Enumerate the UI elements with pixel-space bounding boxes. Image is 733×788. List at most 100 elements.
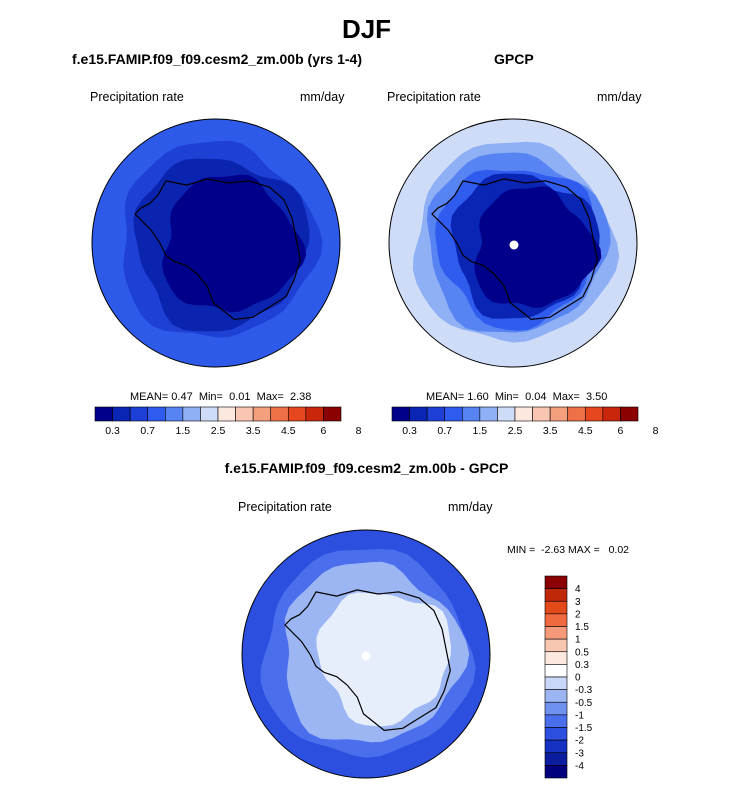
colorbar-swatch xyxy=(544,765,568,779)
colorbar-swatch xyxy=(544,714,568,728)
colorbar-swatch xyxy=(391,406,410,422)
model-stats: MEAN= 0.47 Min= 0.01 Max= 2.38 xyxy=(130,391,312,403)
colorbar-tick-label: 0.3 xyxy=(402,425,417,437)
obs-polar-map xyxy=(388,118,638,368)
contour-band xyxy=(161,174,307,313)
colorbar-swatch xyxy=(544,739,568,754)
contour-band xyxy=(316,592,452,727)
colorbar-swatch xyxy=(544,638,568,653)
colorbar-swatch xyxy=(544,651,568,665)
colorbar-tick-label: 3.5 xyxy=(543,425,558,437)
obs-panel-title: GPCP xyxy=(494,51,534,67)
colorbar-swatch xyxy=(252,406,272,422)
colorbar-tick-label: 2.5 xyxy=(508,425,523,437)
colorbar-swatch xyxy=(549,406,569,422)
model-panel-title: f.e15.FAMIP.f09_f09.cesm2_zm.00b (yrs 1-… xyxy=(72,51,363,67)
colorbar-tick-label: 3 xyxy=(575,597,581,608)
obs-colorbar: 0.3 0.7 1.5 2.5 3.5 4.5 6 8 xyxy=(391,406,659,437)
colorbar-swatch xyxy=(94,406,113,422)
diff-colorbar: 4 32 1.5 10.5 0.3 0-0.3 -0.5-1 -1.5 -2-3 -4 xyxy=(544,575,593,779)
obs-max-value: 3.50 xyxy=(586,391,608,403)
colorbar-swatch xyxy=(544,701,568,716)
antarctica-coastline xyxy=(134,178,301,321)
obs-stats: MEAN= 1.60 Min= 0.04 Max= 3.50 xyxy=(426,391,608,403)
colorbar-swatch xyxy=(567,406,586,422)
colorbar-tick-label: -1 xyxy=(575,710,584,721)
colorbar-swatch xyxy=(544,664,568,678)
colorbar-swatch xyxy=(544,575,568,589)
colorbar-tick-label: 1 xyxy=(575,635,581,646)
obs-units-label: mm/day xyxy=(597,90,642,104)
colorbar-swatch xyxy=(584,406,604,422)
contour-band xyxy=(474,186,602,308)
colorbar-tick-label: 6 xyxy=(618,425,624,437)
colorbar-tick-label: 0.3 xyxy=(575,660,589,671)
map-border xyxy=(388,118,638,368)
colorbar-swatch xyxy=(129,406,149,422)
colorbar-tick-label: -2 xyxy=(575,736,584,747)
colorbar-tick-label: 0.7 xyxy=(140,425,155,437)
diff-minmax: MIN = -2.63 MAX = 0.02 xyxy=(507,544,630,556)
map-border xyxy=(241,529,491,779)
colorbar-tick-label: 0.7 xyxy=(437,425,452,437)
colorbar-swatch xyxy=(287,406,307,422)
colorbar-swatch xyxy=(112,406,131,422)
colorbar-tick-label: -0.5 xyxy=(575,698,593,709)
obs-min-value: 0.04 xyxy=(525,391,547,403)
colorbar-tick-label: 2.5 xyxy=(211,425,226,437)
diff-min-value: -2.63 xyxy=(541,544,566,556)
model-units-label: mm/day xyxy=(300,90,345,104)
model-max-value: 2.38 xyxy=(290,391,312,403)
diff-variable-label: Precipitation rate xyxy=(238,500,332,514)
map-border xyxy=(91,118,341,368)
colorbar-tick-label: 0.5 xyxy=(575,647,589,658)
colorbar-tick-label: 1.5 xyxy=(473,425,488,437)
diff-units-label: mm/day xyxy=(448,500,493,514)
colorbar-tick-label: 8 xyxy=(356,425,362,437)
colorbar-swatch xyxy=(444,406,463,422)
colorbar-swatch xyxy=(514,406,533,422)
colorbar-tick-label: 8 xyxy=(653,425,659,437)
colorbar-tick-label: 6 xyxy=(321,425,327,437)
colorbar-swatch xyxy=(235,406,254,422)
colorbar-swatch xyxy=(602,406,621,422)
colorbar-swatch xyxy=(409,406,428,422)
colorbar-swatch xyxy=(544,600,568,615)
colorbar-tick-label: 4.5 xyxy=(281,425,296,437)
colorbar-swatch xyxy=(544,689,568,703)
model-polar-map xyxy=(91,118,341,368)
antarctica-coastline xyxy=(284,589,451,732)
colorbar-swatch xyxy=(544,752,568,766)
colorbar-tick-label: -1.5 xyxy=(575,723,593,734)
colorbar-tick-label: -0.3 xyxy=(575,685,593,696)
model-colorbar: 0.3 0.7 1.5 2.5 3.5 4.5 6 8 xyxy=(94,406,362,437)
figure-title: DJF xyxy=(341,14,392,44)
colorbar-swatch xyxy=(532,406,551,422)
colorbar-tick-label: 3.5 xyxy=(246,425,261,437)
obs-variable-label: Precipitation rate xyxy=(387,90,481,104)
colorbar-swatch xyxy=(270,406,289,422)
colorbar-swatch xyxy=(200,406,219,422)
colorbar-tick-label: 0 xyxy=(575,673,581,684)
antarctica-coastline xyxy=(431,178,598,321)
colorbar-swatch xyxy=(544,613,568,627)
colorbar-swatch xyxy=(620,406,639,422)
colorbar-tick-label: -4 xyxy=(575,761,584,772)
colorbar-tick-label: -3 xyxy=(575,748,584,759)
colorbar-tick-label: 2 xyxy=(575,609,581,620)
colorbar-swatch xyxy=(544,727,568,741)
colorbar-swatch xyxy=(544,626,568,640)
colorbar-swatch xyxy=(544,676,568,690)
colorbar-swatch xyxy=(479,406,498,422)
model-mean-value: 0.47 xyxy=(171,391,193,403)
pole-marker xyxy=(509,240,519,250)
model-variable-label: Precipitation rate xyxy=(90,90,184,104)
colorbar-swatch xyxy=(182,406,201,422)
colorbar-tick-label: 4 xyxy=(575,584,581,595)
colorbar-swatch xyxy=(305,406,324,422)
colorbar-swatch xyxy=(217,406,236,422)
colorbar-swatch xyxy=(544,588,568,602)
model-min-value: 0.01 xyxy=(229,391,251,403)
colorbar-tick-label: 1.5 xyxy=(176,425,191,437)
